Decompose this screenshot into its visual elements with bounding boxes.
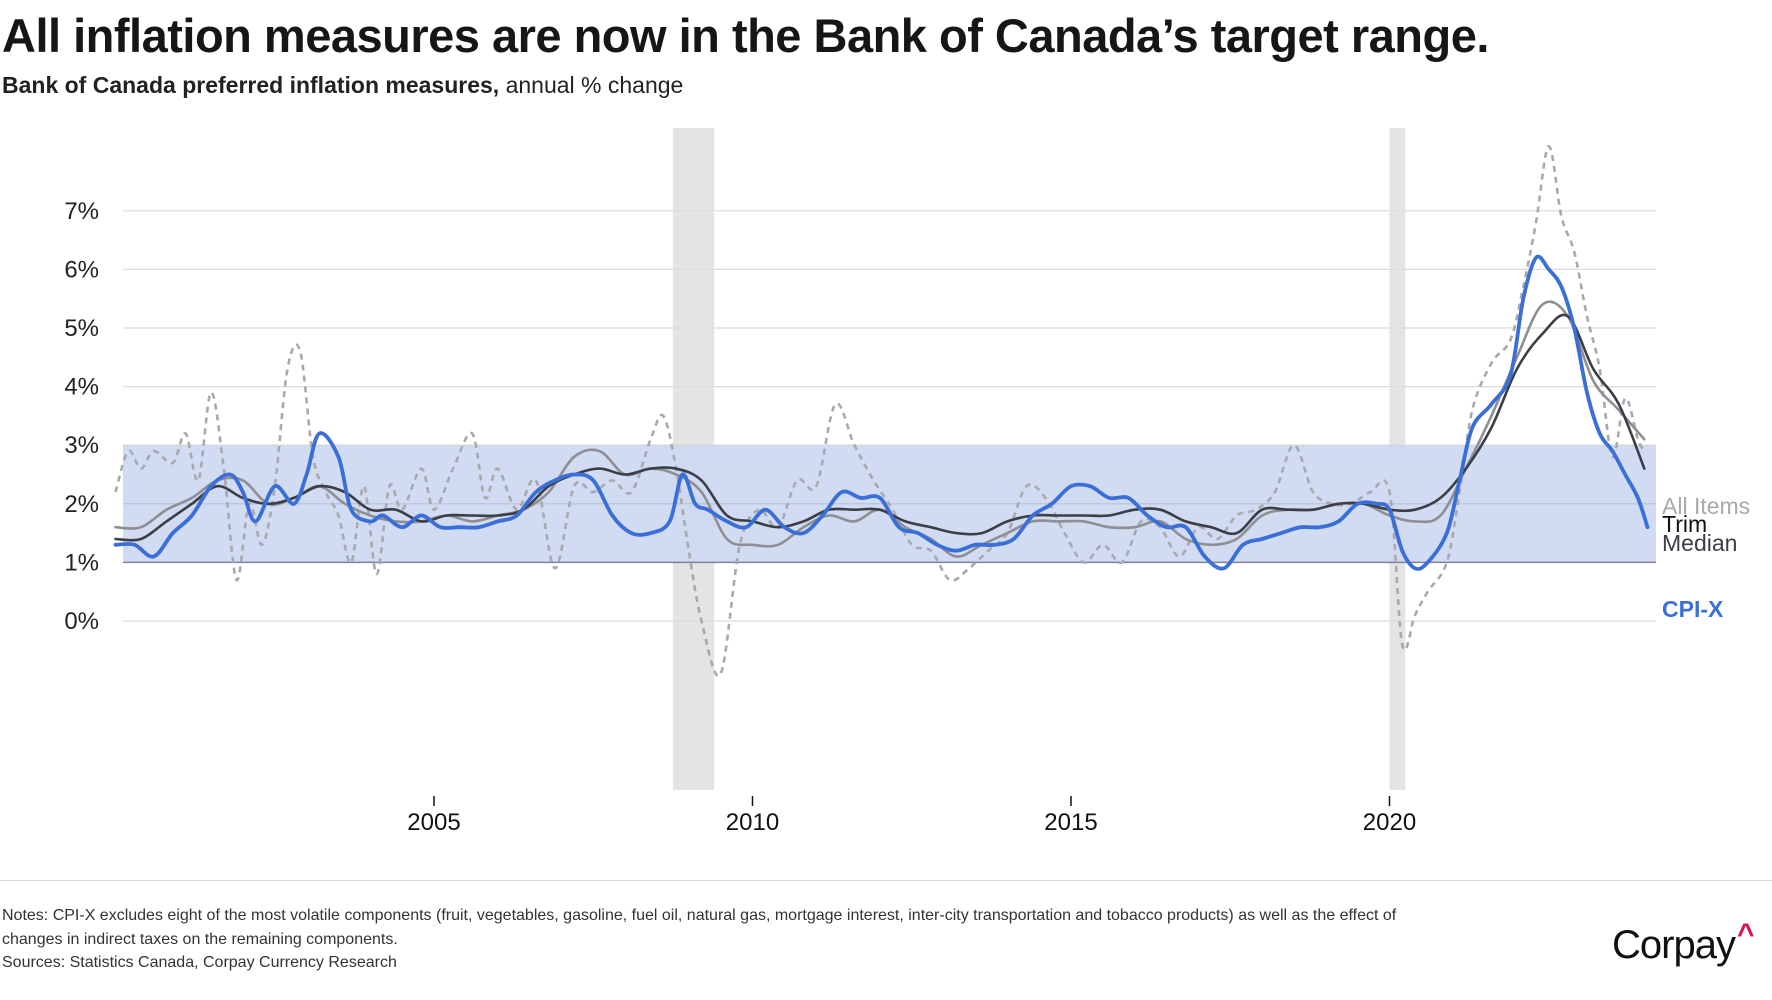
series-end-label: All Items [1662, 493, 1750, 519]
x-tick-label: 2005 [407, 809, 460, 836]
subtitle-bold: Bank of Canada preferred inflation measu… [2, 72, 500, 98]
chart-subtitle: Bank of Canada preferred inflation measu… [2, 72, 683, 99]
inflation-chart: 0% 1% 2% 3% 4% 5% 6% 7% 2005 2010 2015 2020 All It… [64, 128, 1750, 836]
x-tick-label: 2015 [1044, 809, 1097, 836]
x-tick-label: 2010 [726, 809, 779, 836]
y-tick-label: 6% [64, 256, 99, 283]
sources-line: Sources: Statistics Canada, Corpay Curre… [2, 954, 397, 971]
footer-divider [0, 880, 1772, 881]
y-tick-label: 0% [64, 608, 99, 635]
series-end-label: Median [1662, 530, 1737, 556]
logo-caret-icon: ^ [1736, 918, 1755, 951]
x-tick-label: 2020 [1363, 809, 1416, 836]
logo-text: Corpay [1612, 923, 1736, 967]
y-tick-label: 1% [64, 549, 99, 576]
y-axis: 0% 1% 2% 3% 4% 5% 6% 7% [64, 198, 99, 635]
y-tick-label: 7% [64, 198, 99, 225]
notes-line-1: Notes: CPI-X excludes eight of the most … [2, 907, 1397, 924]
y-tick-label: 5% [64, 315, 99, 342]
y-tick-label: 4% [64, 374, 99, 401]
subtitle-regular: annual % change [499, 72, 684, 98]
series-line-all-items [114, 144, 1646, 678]
x-axis: 2005 2010 2015 2020 [407, 796, 1416, 836]
y-tick-label: 2% [64, 491, 99, 518]
series-line-cpi-x [113, 254, 1650, 571]
notes-line-2: changes in indirect taxes on the remaini… [2, 930, 398, 948]
chart-title: All inflation measures are now in the Ba… [2, 9, 1489, 62]
series-end-label: Trim [1662, 511, 1707, 537]
series-end-label: CPI-X [1662, 596, 1724, 622]
footer-notes: Notes: CPI-X excludes eight of the most … [2, 904, 1396, 975]
y-tick-label: 3% [64, 432, 99, 459]
corpay-logo: Corpay^ [1612, 918, 1755, 968]
series-lines [113, 144, 1650, 678]
